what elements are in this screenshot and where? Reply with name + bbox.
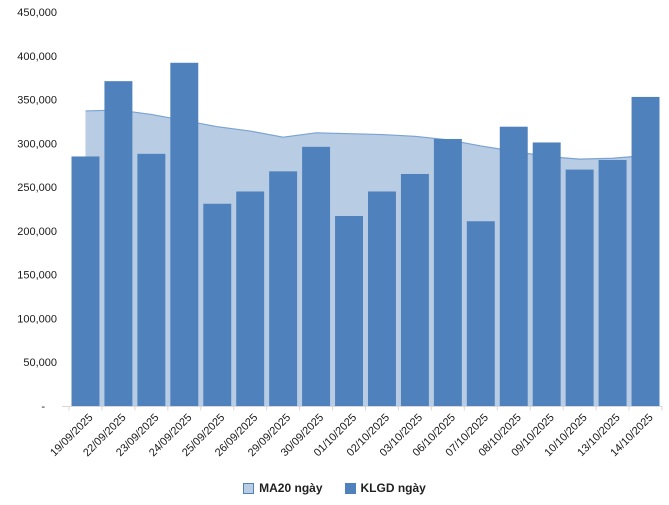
legend-label-ma20: MA20 ngày [259, 481, 323, 495]
legend-item-klgd[interactable]: KLGD ngày [344, 481, 426, 495]
y-tick-label: 50,000 [23, 357, 57, 369]
volume-bar[interactable] [565, 169, 594, 406]
volume-bar[interactable] [433, 138, 462, 406]
y-tick-label: 200,000 [17, 226, 57, 238]
volume-bar[interactable] [302, 146, 331, 406]
volume-bar[interactable] [236, 191, 265, 406]
y-tick-label: - [41, 401, 45, 413]
volume-chart: - 50,000 100,000 150,000 200,000 250,000 300,0… [17, 7, 663, 459]
y-tick-label: 150,000 [17, 270, 57, 282]
y-tick-label: 450,000 [17, 7, 57, 19]
volume-bar[interactable] [631, 96, 660, 407]
volume-bar[interactable] [598, 159, 627, 406]
volume-bar[interactable] [400, 173, 429, 406]
ma20-area [85, 110, 646, 406]
volume-bar[interactable] [71, 156, 100, 406]
y-tick-label: 100,000 [17, 313, 57, 325]
volume-bar[interactable] [203, 203, 232, 406]
chart-legend: MA20 ngày KLGD ngày [0, 481, 669, 495]
y-tick-label: 400,000 [17, 51, 57, 63]
volume-bar[interactable] [170, 62, 199, 406]
legend-item-ma20[interactable]: MA20 ngày [243, 481, 323, 495]
volume-bar[interactable] [368, 191, 396, 406]
y-tick-label: 300,000 [17, 138, 57, 150]
volume-bar[interactable] [532, 142, 561, 406]
volume-bar[interactable] [335, 216, 363, 406]
klgd-bar-swatch-icon [344, 482, 356, 494]
volume-bar[interactable] [104, 81, 133, 407]
volume-bar[interactable] [137, 153, 166, 406]
volume-bar[interactable] [499, 126, 528, 406]
volume-bar[interactable] [269, 171, 298, 406]
y-tick-label: 250,000 [17, 182, 57, 194]
y-tick-label: 350,000 [17, 95, 57, 107]
ma20-area-swatch-icon [243, 482, 255, 494]
legend-label-klgd: KLGD ngày [360, 481, 426, 495]
volume-bar[interactable] [466, 221, 495, 406]
